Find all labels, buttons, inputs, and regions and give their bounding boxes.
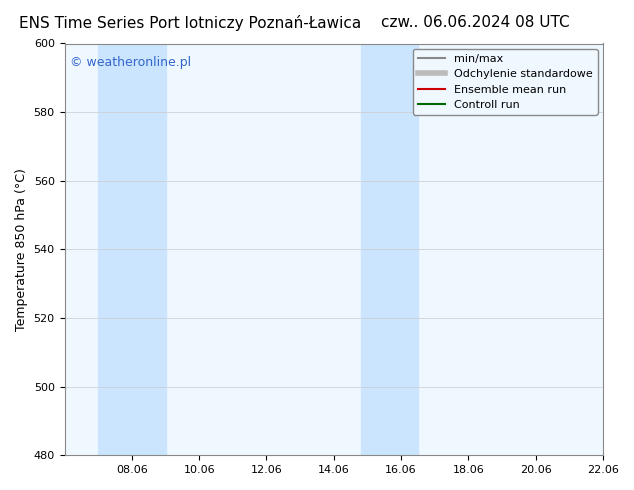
Text: czw.. 06.06.2024 08 UTC: czw.. 06.06.2024 08 UTC [381, 15, 570, 30]
Legend: min/max, Odchylenie standardowe, Ensemble mean run, Controll run: min/max, Odchylenie standardowe, Ensembl… [413, 49, 597, 115]
Bar [98, 44, 165, 455]
Text: ENS Time Series Port lotniczy Poznań-Ławica: ENS Time Series Port lotniczy Poznań-Ław… [19, 15, 361, 31]
Bar [361, 44, 418, 455]
Y-axis label: Temperature 850 hPa (°C): Temperature 850 hPa (°C) [15, 168, 28, 331]
Text: © weatheronline.pl: © weatheronline.pl [70, 56, 191, 69]
